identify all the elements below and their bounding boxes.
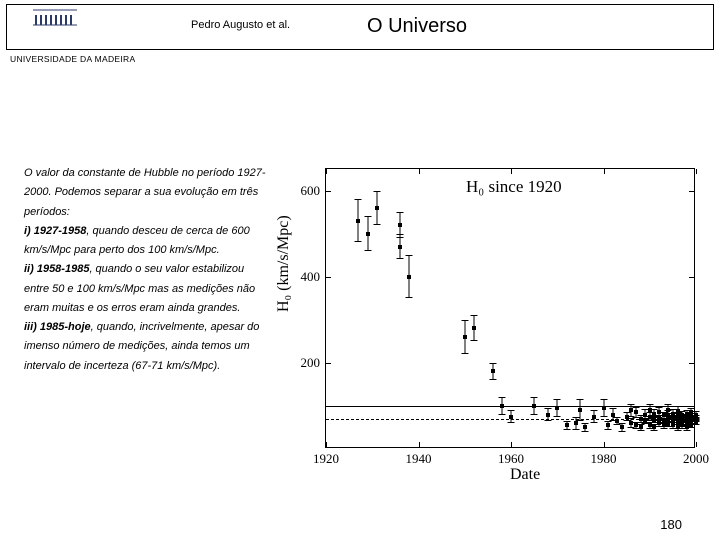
x-tick-label: 1980: [591, 451, 617, 467]
data-point: [407, 275, 411, 279]
data-point: [546, 413, 550, 417]
data-point: [356, 219, 360, 223]
period2-label: ii) 1958-1985: [24, 263, 89, 275]
data-point: [509, 415, 513, 419]
data-point: [606, 423, 610, 427]
period1-label: i) 1927-1958: [24, 225, 86, 237]
hubble-chart: H₀ (km/s/Mpc) Date H₀ since 1920 2004006…: [285, 162, 705, 482]
data-point: [532, 404, 536, 408]
data-point: [620, 425, 624, 429]
chart-title: H₀ since 1920: [466, 177, 562, 197]
institution-name: UNIVERSIDADE DA MADEIRA: [10, 54, 135, 64]
data-point: [592, 415, 596, 419]
data-point: [398, 245, 402, 249]
data-point: [375, 206, 379, 210]
y-tick-label: 400: [301, 269, 321, 285]
data-point: [694, 421, 698, 425]
x-tick-label: 1960: [498, 451, 524, 467]
page-number: 180: [660, 517, 682, 532]
y-tick-label: 600: [301, 183, 321, 199]
data-point: [491, 369, 495, 373]
data-point: [366, 232, 370, 236]
data-point: [639, 425, 643, 429]
x-tick-label: 1920: [313, 451, 339, 467]
data-point: [500, 404, 504, 408]
period3-label: iii) 1985-hoje: [24, 321, 91, 333]
x-tick-label: 2000: [683, 451, 709, 467]
author-text: Pedro Augusto et al.: [191, 19, 290, 31]
data-point: [472, 326, 476, 330]
data-point: [555, 406, 559, 410]
data-point: [694, 413, 698, 417]
data-point: [565, 423, 569, 427]
intro-sentence: O valor da constante de Hubble no períod…: [24, 167, 266, 218]
plot-box: H₀ since 1920 20040060019201940196019802…: [325, 168, 695, 448]
data-point: [583, 425, 587, 429]
x-axis-label: Date: [510, 466, 540, 484]
data-point: [398, 223, 402, 227]
data-point: [629, 408, 633, 412]
description-text: O valor da constante de Hubble no períod…: [24, 164, 269, 376]
data-point: [574, 421, 578, 425]
data-point: [578, 408, 582, 412]
data-point: [463, 335, 467, 339]
header-bar: Pedro Augusto et al. O Universo: [6, 4, 714, 50]
data-point: [602, 406, 606, 410]
y-axis-label: H₀ (km/s/Mpc): [275, 215, 293, 312]
x-tick-label: 1940: [406, 451, 432, 467]
y-tick-label: 200: [301, 355, 321, 371]
institution-logo: [33, 7, 77, 32]
page-title: O Universo: [367, 15, 467, 38]
